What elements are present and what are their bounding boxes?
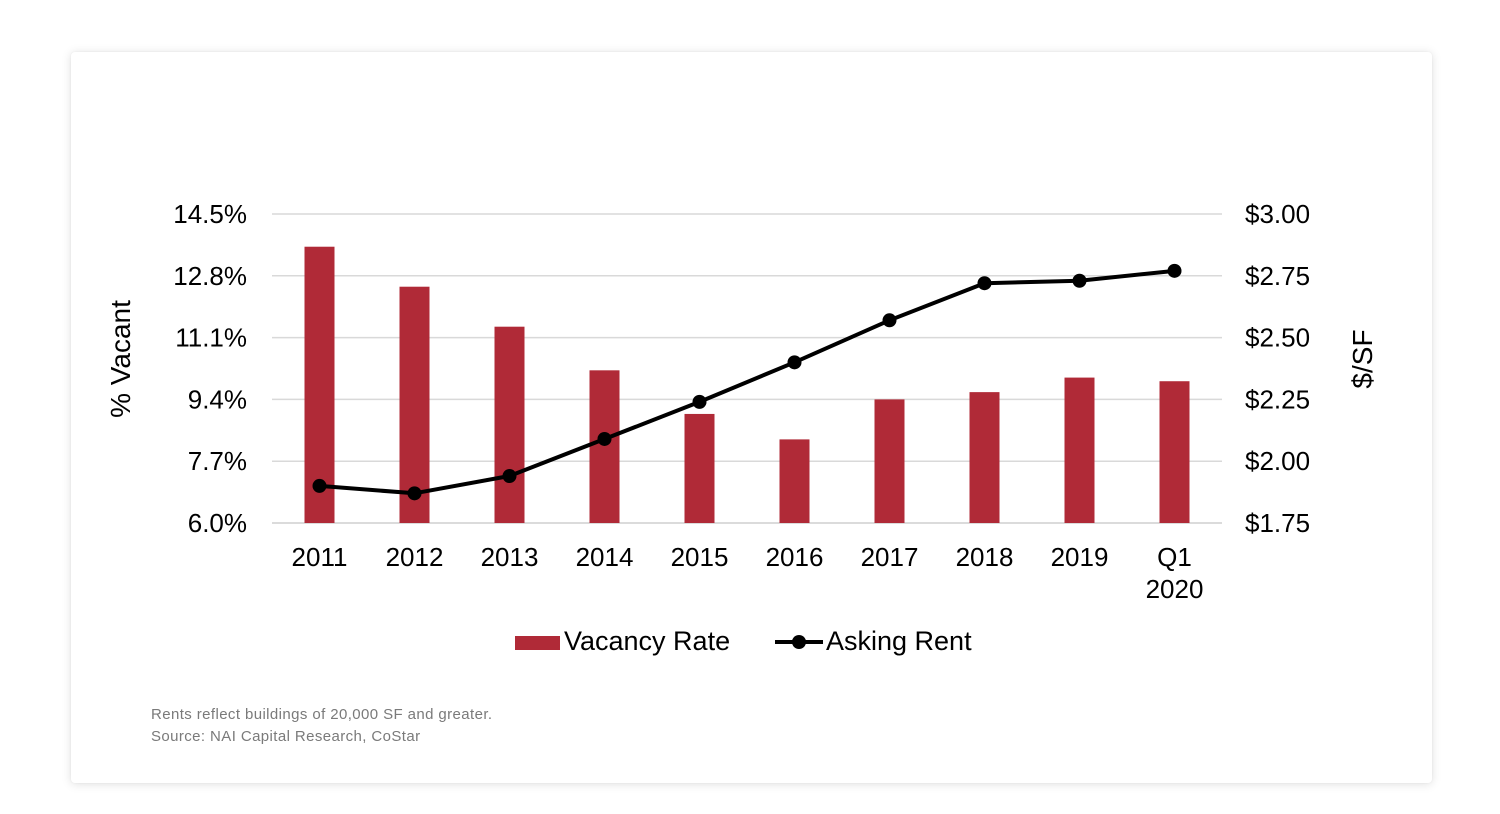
x-tick-label: 2011 xyxy=(292,542,348,572)
y2-tick-label: $2.00 xyxy=(1245,446,1310,476)
asking-rent-point xyxy=(502,469,517,484)
chart-svg: 14.5% 12.8% 11.1% 9.4% 7.7% 6.0% $3.00 $2.75 $2… xyxy=(105,199,1378,656)
y2-tick-label: $3.00 xyxy=(1245,199,1310,229)
y2-tick-label: $2.25 xyxy=(1245,384,1310,414)
x-tick-label: 2012 xyxy=(386,542,444,572)
y-tick-label: 9.4% xyxy=(188,384,247,414)
x-tick-label: 2018 xyxy=(956,542,1014,572)
y2-axis-title: $/SF xyxy=(1347,329,1378,388)
asking-rent-point xyxy=(407,486,422,501)
vacancy-bar xyxy=(969,392,1000,523)
x-tick-label: 2020 xyxy=(1146,574,1204,604)
asking-rent-point xyxy=(1072,273,1087,288)
grid-lines xyxy=(272,213,1222,524)
legend-swatch-marker xyxy=(792,635,806,649)
vacancy-bar xyxy=(684,413,715,523)
x-tick-label: 2013 xyxy=(481,542,539,572)
vacancy-bar xyxy=(874,399,905,523)
asking-rent-line xyxy=(312,263,1182,501)
vacancy-bar xyxy=(399,286,430,523)
y-tick-label: 12.8% xyxy=(173,261,247,291)
x-tick-label: 2017 xyxy=(861,542,919,572)
y-tick-label: 14.5% xyxy=(173,199,247,229)
legend-label-vacancy: Vacancy Rate xyxy=(564,626,730,656)
asking-rent-path xyxy=(319,268,1175,496)
y2-tick-label: $2.50 xyxy=(1245,323,1310,353)
vacancy-bar xyxy=(1064,377,1095,523)
vacancy-bar xyxy=(304,246,335,523)
left-axis-ticks: 14.5% 12.8% 11.1% 9.4% 7.7% 6.0% xyxy=(173,199,247,538)
y2-tick-label: $1.75 xyxy=(1245,508,1310,538)
vacancy-bar xyxy=(1159,381,1190,523)
right-axis-ticks: $3.00 $2.75 $2.50 $2.25 $2.00 $1.75 xyxy=(1245,199,1310,538)
legend-label-rent: Asking Rent xyxy=(826,626,972,656)
vacancy-bars xyxy=(304,246,1190,523)
x-tick-label: 2015 xyxy=(671,542,729,572)
x-tick-label: 2019 xyxy=(1051,542,1109,572)
footnote-rents: Rents reflect buildings of 20,000 SF and… xyxy=(151,706,493,723)
y-tick-label: 6.0% xyxy=(188,508,247,538)
asking-rent-point xyxy=(1167,263,1182,278)
x-tick-label: 2014 xyxy=(576,542,634,572)
asking-rent-point xyxy=(882,313,897,328)
x-tick-label: 2016 xyxy=(766,542,824,572)
x-axis-ticks: 2011 2012 2013 2014 2015 2016 2017 2018 2019 Q120… xyxy=(292,542,1204,604)
vacancy-bar xyxy=(589,370,620,523)
vacancy-bar xyxy=(494,326,525,523)
x-tick-label: Q1 xyxy=(1157,542,1192,572)
asking-rent-point xyxy=(977,276,992,291)
footnote-source: Source: NAI Capital Research, CoStar xyxy=(151,728,421,745)
legend: Vacancy Rate Asking Rent xyxy=(515,626,972,656)
legend-swatch-vacancy xyxy=(515,636,560,650)
y2-tick-label: $2.75 xyxy=(1245,261,1310,291)
chart-card: 14.5% 12.8% 11.1% 9.4% 7.7% 6.0% $3.00 $2.75 $2… xyxy=(71,52,1432,783)
y-axis-title: % Vacant xyxy=(105,300,136,418)
asking-rent-point xyxy=(692,394,707,409)
asking-rent-point xyxy=(787,355,802,370)
asking-rent-point xyxy=(312,478,327,493)
asking-rent-point xyxy=(597,431,612,446)
y-tick-label: 7.7% xyxy=(188,446,247,476)
vacancy-bar xyxy=(779,439,810,523)
y-tick-label: 11.1% xyxy=(175,323,247,353)
